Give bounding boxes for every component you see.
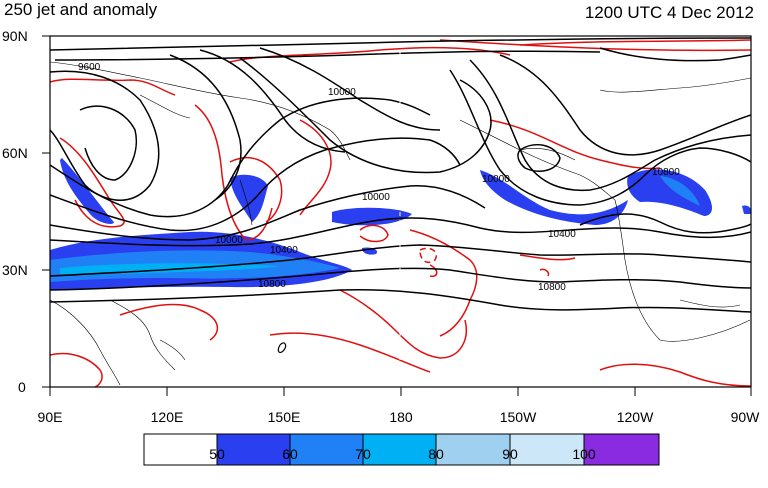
contour-label: 10400 <box>270 245 298 256</box>
colorbar-box-6 <box>583 433 660 466</box>
contour-label: 10000 <box>215 235 243 246</box>
contour-label: 10000 <box>328 87 356 98</box>
anomaly-contours <box>50 39 751 387</box>
colorbar-box-5 <box>509 433 585 466</box>
jet-japan <box>230 174 268 222</box>
lon-label: 150W <box>499 409 537 425</box>
contour-label: 10000 <box>482 174 510 185</box>
colorbar-label: 90 <box>502 446 518 462</box>
colorbar-box-3 <box>362 433 437 466</box>
colorbar-label: 70 <box>355 446 371 462</box>
colorbar-label: 100 <box>572 446 596 462</box>
colorbar-label: 50 <box>209 446 225 462</box>
lon-label: 90E <box>37 409 63 425</box>
lat-label: 60N <box>2 145 28 161</box>
map-title: 250 jet and anomaly <box>4 0 158 19</box>
jet-shading <box>50 158 751 290</box>
lat-ticks <box>42 35 50 388</box>
jet-siberia <box>60 158 114 224</box>
colorbar-box-1 <box>216 433 291 466</box>
colorbar-label: 60 <box>282 446 298 462</box>
contour-label: 10800 <box>652 167 680 178</box>
lat-label: 90N <box>2 28 28 44</box>
contour-label: 10000 <box>362 192 390 203</box>
contour-label-group: 9600 10000 10000 10000 10000 10400 10400… <box>78 62 680 293</box>
jet-canada-inner <box>660 176 700 206</box>
lon-label: 90W <box>730 409 760 425</box>
lon-label: 120W <box>616 409 654 425</box>
jet-atlantic <box>742 205 751 214</box>
colorbar-box-4 <box>435 433 511 466</box>
valid-time: 1200 UTC 4 Dec 2012 <box>584 3 754 22</box>
jet-alaska <box>480 170 628 225</box>
coastlines <box>50 61 751 386</box>
height-contours <box>50 37 751 354</box>
contour-label: 9600 <box>78 62 101 73</box>
contour-label: 10400 <box>548 229 576 240</box>
jet-canada <box>627 169 713 216</box>
lon-ticks <box>49 387 752 396</box>
lon-label: 120E <box>150 409 184 425</box>
lat-label: 30N <box>2 262 28 278</box>
lon-label: 150E <box>267 409 301 425</box>
jet-kuril <box>332 207 412 226</box>
colorbar <box>143 433 660 466</box>
contour-label: 10800 <box>258 279 286 290</box>
colorbar-label: 80 <box>428 446 444 462</box>
colorbar-box-2 <box>289 433 364 466</box>
lat-label: 0 <box>18 379 26 395</box>
lon-label: 180 <box>389 409 413 425</box>
colorbar-box-0 <box>143 433 218 466</box>
contour-label: 10800 <box>538 282 566 293</box>
